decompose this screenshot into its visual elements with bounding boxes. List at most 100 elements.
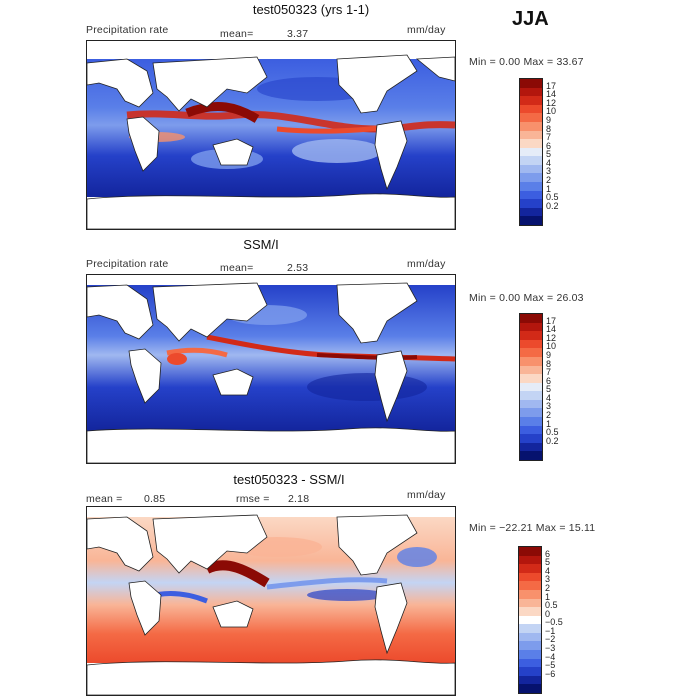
colorbar-tick-label: 12 — [546, 332, 557, 343]
colorbar-tick-label: 2 — [545, 582, 551, 593]
colorbar-tick-label: −0.5 — [545, 617, 563, 628]
colorbar-tick-label: 0.5 — [546, 192, 559, 203]
panel3-rmse-value: 2.18 — [288, 493, 310, 505]
colorbar-cell — [520, 382, 542, 392]
colorbar-cell — [519, 607, 541, 617]
colorbar-cell — [519, 598, 541, 608]
colorbar-cell — [520, 451, 542, 461]
colorbar-tick-label: 0.5 — [545, 600, 558, 611]
colorbar-cell — [520, 322, 542, 332]
colorbar-tick-label: 1 — [545, 591, 551, 602]
colorbar-tick-label: 14 — [546, 89, 557, 100]
colorbar-cell — [519, 641, 541, 651]
panel3-map — [86, 506, 456, 696]
panel1-colorbar — [519, 78, 543, 226]
colorbar-tick-label: 9 — [546, 114, 552, 125]
colorbar-tick-label: 3 — [546, 166, 552, 177]
colorbar-cell — [520, 96, 542, 106]
panel2-units: mm/day — [407, 258, 446, 270]
colorbar-tick-label: 4 — [546, 157, 552, 168]
panel3-colorbar-ticks: 6 5 4 3 2 1 0.5 0 −0.5 −1 −2 −3 −4 −5 −6 — [545, 546, 589, 692]
colorbar-tick-label: −6 — [545, 668, 556, 679]
colorbar-tick-label: 7 — [546, 367, 552, 378]
colorbar-tick-label: 14 — [546, 324, 557, 335]
panel3-units: mm/day — [407, 489, 446, 501]
panel3-mean-label: mean = — [86, 493, 123, 505]
colorbar-cell — [519, 572, 541, 582]
panel2-colorbar-ticks: 17 14 12 10 9 8 7 6 5 4 3 2 1 0.5 0.2 — [546, 313, 586, 459]
colorbar-cell — [520, 399, 542, 409]
colorbar-cell — [519, 632, 541, 642]
colorbar-tick-label: 6 — [545, 548, 551, 559]
colorbar-tick-label: 17 — [546, 80, 557, 91]
colorbar-cell — [520, 113, 542, 123]
panel1-mean-label: mean= — [220, 28, 254, 40]
colorbar-cell — [520, 147, 542, 157]
panel2-map-svg — [87, 282, 455, 463]
colorbar-tick-label: 6 — [546, 375, 552, 386]
colorbar-cell — [519, 675, 541, 685]
colorbar-cell — [519, 589, 541, 600]
colorbar-cell — [520, 425, 542, 435]
colorbar-tick-label: −4 — [545, 651, 556, 662]
panel3-minmax: Min = −22.21 Max = 15.11 — [469, 522, 596, 534]
colorbar-cell — [519, 615, 541, 625]
colorbar-cell — [520, 314, 542, 324]
colorbar-cell — [519, 650, 541, 660]
season-label: JJA — [512, 8, 549, 30]
colorbar-tick-label: 10 — [546, 106, 557, 117]
colorbar-cell — [520, 374, 542, 384]
colorbar-cell — [519, 667, 541, 677]
colorbar-cell — [519, 624, 541, 634]
colorbar-cell — [519, 684, 541, 694]
colorbar-cell — [520, 173, 542, 183]
colorbar-tick-label: 17 — [546, 315, 557, 326]
panel2-colorbar — [519, 313, 543, 461]
panel3-map-svg — [87, 514, 455, 695]
colorbar-cell — [519, 547, 541, 557]
panel3-title: test050323 - SSM/I — [233, 472, 345, 487]
colorbar-tick-label: 9 — [546, 349, 552, 360]
panel3-rmse-label: rmse = — [236, 493, 270, 505]
colorbar-cell — [519, 555, 541, 565]
colorbar-cell — [520, 339, 542, 349]
colorbar-cell — [520, 130, 542, 140]
colorbar-cell — [520, 348, 542, 358]
colorbar-tick-label: 2 — [546, 410, 552, 421]
colorbar-tick-label: 3 — [546, 401, 552, 412]
colorbar-tick-label: 5 — [545, 557, 551, 568]
colorbar-cell — [520, 79, 542, 89]
colorbar-tick-label: 12 — [546, 97, 557, 108]
colorbar-tick-label: −3 — [545, 643, 556, 654]
colorbar-cell — [519, 658, 541, 668]
colorbar-cell — [520, 207, 542, 217]
colorbar-cell — [520, 87, 542, 97]
panel1-colorbar-ticks: 17 14 12 10 9 8 7 6 5 4 3 2 1 0.5 0.2 — [546, 78, 586, 224]
panel2-mean-label: mean= — [220, 262, 254, 274]
colorbar-tick-label: 4 — [546, 392, 552, 403]
colorbar-cell — [520, 216, 542, 226]
colorbar-tick-label: −5 — [545, 660, 556, 671]
colorbar-tick-label: −1 — [545, 625, 556, 636]
colorbar-cell — [519, 581, 541, 591]
colorbar-cell — [520, 104, 542, 114]
colorbar-cell — [520, 139, 542, 149]
panel1-minmax: Min = 0.00 Max = 33.67 — [469, 56, 584, 68]
panel1-units: mm/day — [407, 24, 446, 36]
colorbar-tick-label: 0.5 — [546, 427, 559, 438]
colorbar-cell — [520, 199, 542, 209]
colorbar-cell — [520, 190, 542, 200]
colorbar-cell — [520, 356, 542, 367]
colorbar-cell — [520, 365, 542, 375]
colorbar-tick-label: 4 — [545, 565, 551, 576]
panel2-mean-value: 2.53 — [287, 262, 309, 274]
colorbar-tick-label: 5 — [546, 384, 552, 395]
panel3-mean-value: 0.85 — [144, 493, 166, 505]
panel1-title: test050323 (yrs 1-1) — [252, 2, 370, 17]
panel1-mean-value: 3.37 — [287, 28, 309, 40]
colorbar-tick-label: 3 — [545, 574, 551, 585]
colorbar-tick-label: −2 — [545, 634, 556, 645]
colorbar-tick-label: 10 — [546, 341, 557, 352]
colorbar-cell — [520, 182, 542, 192]
colorbar-tick-label: 8 — [546, 358, 552, 369]
